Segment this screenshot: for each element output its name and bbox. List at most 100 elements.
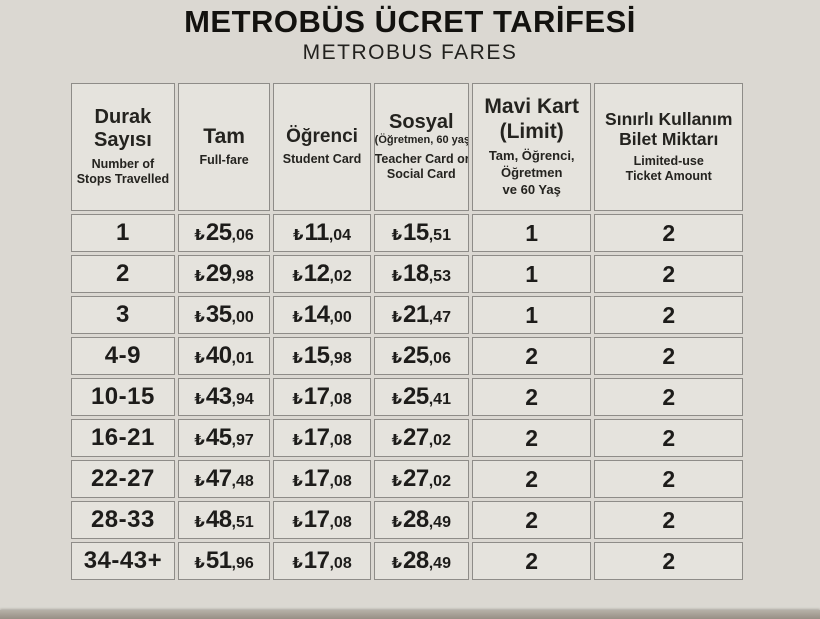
table-row: 16-21 ₺45,97 ₺17,08 ₺27,02 2 2 bbox=[71, 419, 743, 457]
lira-symbol: ₺ bbox=[391, 472, 403, 490]
limited-ticket-cell: 2 bbox=[594, 214, 743, 252]
fare-decimal: ,01 bbox=[231, 350, 254, 367]
lira-symbol: ₺ bbox=[194, 472, 205, 490]
limited-ticket-cell: 2 bbox=[594, 378, 743, 416]
lira-symbol: ₺ bbox=[194, 267, 205, 285]
full-fare-cell: ₺45,97 bbox=[177, 419, 271, 457]
header-subnote-line: Öğretmen bbox=[500, 164, 563, 180]
fare-integer: 43 bbox=[205, 383, 232, 410]
header-subnote-line: Tam, Öğrenci, bbox=[488, 148, 575, 164]
header-row: Durak Sayısı Number of Stops Travelled T… bbox=[71, 83, 743, 211]
lira-symbol: ₺ bbox=[391, 554, 403, 572]
student-fare-cell: ₺14,00 bbox=[273, 296, 371, 334]
student-fare-cell: ₺17,08 bbox=[273, 542, 371, 580]
stops-cell: 1 bbox=[71, 214, 175, 252]
table-row: 4-9 ₺40,01 ₺15,98 ₺25,06 2 2 bbox=[71, 337, 743, 375]
table-row: 2 ₺29,98 ₺12,02 ₺18,53 1 2 bbox=[71, 255, 743, 293]
social-fare-cell: ₺27,02 bbox=[373, 419, 469, 457]
fare-decimal: ,00 bbox=[329, 309, 352, 326]
fare-integer: 17 bbox=[303, 424, 330, 451]
mavi-kart-limit-cell: 2 bbox=[471, 460, 592, 498]
mavi-kart-limit-cell: 2 bbox=[471, 337, 592, 375]
fare-decimal: ,02 bbox=[428, 473, 451, 490]
fare-decimal: ,47 bbox=[428, 309, 451, 326]
full-fare-cell: ₺47,48 bbox=[177, 460, 271, 498]
fare-integer: 40 bbox=[205, 342, 232, 369]
mavi-kart-limit-cell: 1 bbox=[471, 255, 592, 293]
fare-integer: 17 bbox=[303, 506, 330, 533]
lira-symbol: ₺ bbox=[293, 226, 304, 244]
fare-decimal: ,08 bbox=[329, 514, 352, 531]
fare-integer: 11 bbox=[304, 219, 329, 246]
fare-decimal: ,08 bbox=[329, 473, 352, 490]
fare-decimal: ,08 bbox=[329, 555, 352, 572]
social-fare-cell: ₺25,41 bbox=[373, 378, 469, 416]
lira-symbol: ₺ bbox=[194, 390, 205, 408]
header-english-line: Student Card bbox=[282, 152, 362, 167]
fare-integer: 17 bbox=[303, 465, 330, 492]
header-turkish-line: (Limit) bbox=[499, 119, 564, 143]
fare-integer: 29 bbox=[205, 260, 232, 287]
header-turkish-line: Öğrenci bbox=[286, 126, 358, 148]
lira-symbol: ₺ bbox=[292, 513, 303, 531]
lira-symbol: ₺ bbox=[292, 267, 303, 285]
lira-symbol: ₺ bbox=[194, 554, 205, 572]
social-fare-cell: ₺28,49 bbox=[373, 542, 469, 580]
full-fare-cell: ₺51,96 bbox=[177, 542, 271, 580]
full-fare-cell: ₺48,51 bbox=[177, 501, 271, 539]
fare-decimal: ,98 bbox=[329, 350, 352, 367]
fare-integer: 45 bbox=[205, 424, 232, 451]
fare-decimal: ,06 bbox=[428, 350, 451, 367]
fare-integer: 27 bbox=[403, 424, 429, 451]
fare-integer: 17 bbox=[303, 547, 330, 574]
stops-cell: 28-33 bbox=[71, 501, 175, 539]
lira-symbol: ₺ bbox=[292, 554, 303, 572]
fare-integer: 27 bbox=[403, 465, 429, 492]
lira-symbol: ₺ bbox=[194, 513, 205, 531]
student-fare-cell: ₺17,08 bbox=[273, 460, 371, 498]
fare-decimal: ,98 bbox=[231, 268, 254, 285]
mavi-kart-limit-cell: 2 bbox=[471, 542, 592, 580]
lira-symbol: ₺ bbox=[194, 308, 205, 326]
mavi-kart-limit-cell: 1 bbox=[471, 296, 592, 334]
fare-decimal: ,00 bbox=[231, 309, 254, 326]
header-english-line: Limited-use bbox=[633, 153, 704, 168]
social-fare-cell: ₺18,53 bbox=[373, 255, 469, 293]
lira-symbol: ₺ bbox=[292, 308, 303, 326]
social-fare-cell: ₺25,06 bbox=[373, 337, 469, 375]
fare-decimal: ,06 bbox=[231, 227, 254, 244]
header-durak-sayisi: Durak Sayısı Number of Stops Travelled bbox=[71, 83, 175, 211]
header-english-line: Teacher Card or bbox=[374, 151, 469, 166]
full-fare-cell: ₺35,00 bbox=[177, 296, 271, 334]
header-sinirli-kullanim: Sınırlı Kullanım Bilet Miktarı Limited-u… bbox=[594, 83, 743, 211]
full-fare-cell: ₺40,01 bbox=[177, 337, 271, 375]
mavi-kart-limit-cell: 2 bbox=[471, 419, 592, 457]
fare-integer: 25 bbox=[403, 383, 429, 410]
header-turkish-line: Sınırlı Kullanım bbox=[605, 109, 733, 130]
header-subnote-line: (Öğretmen, 60 yaş) bbox=[374, 134, 469, 147]
fare-integer: 17 bbox=[303, 383, 330, 410]
social-fare-cell: ₺28,49 bbox=[373, 501, 469, 539]
fare-integer: 12 bbox=[303, 260, 330, 287]
header-turkish-line: Durak bbox=[94, 106, 152, 129]
stops-cell: 34-43+ bbox=[71, 542, 175, 580]
fare-decimal: ,51 bbox=[428, 227, 451, 244]
lira-symbol: ₺ bbox=[194, 226, 205, 244]
fare-decimal: ,48 bbox=[231, 473, 254, 490]
header-tam: Tam Full-fare bbox=[177, 83, 271, 211]
student-fare-cell: ₺15,98 bbox=[273, 337, 371, 375]
table-row: 1 ₺25,06 ₺11,04 ₺15,51 1 2 bbox=[71, 214, 743, 252]
fare-decimal: ,41 bbox=[428, 391, 451, 408]
header-english-line: Ticket Amount bbox=[625, 169, 712, 184]
stops-cell: 3 bbox=[71, 296, 175, 334]
social-fare-cell: ₺15,51 bbox=[373, 214, 469, 252]
header-english-line: Social Card bbox=[386, 167, 456, 182]
full-fare-cell: ₺43,94 bbox=[177, 378, 271, 416]
mavi-kart-limit-cell: 2 bbox=[471, 501, 592, 539]
fare-integer: 28 bbox=[403, 506, 429, 533]
lira-symbol: ₺ bbox=[391, 308, 403, 326]
fare-integer: 15 bbox=[403, 219, 429, 246]
limited-ticket-cell: 2 bbox=[594, 460, 743, 498]
fare-integer: 28 bbox=[403, 547, 429, 574]
lira-symbol: ₺ bbox=[391, 431, 403, 449]
